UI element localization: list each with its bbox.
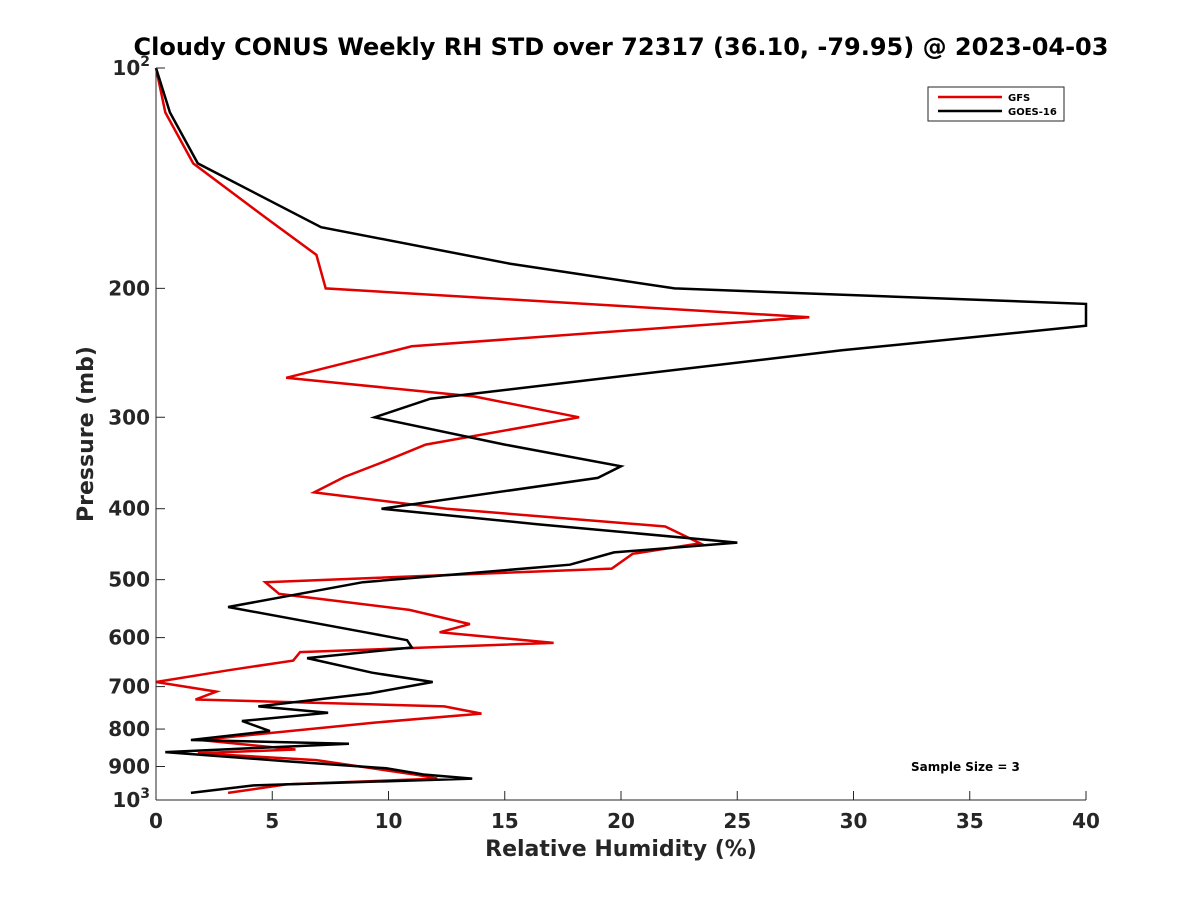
sample-size-annotation: Sample Size = 3	[911, 760, 1020, 774]
x-tick-label: 0	[149, 809, 163, 833]
y-tick-label: 103	[112, 786, 150, 812]
series-line-goes16	[154, 67, 1088, 795]
x-axis-ticks: 0 5 10 15 20 25 30 35 40	[149, 791, 1100, 833]
x-tick-label: 40	[1072, 809, 1100, 833]
y-tick-label: 500	[108, 568, 150, 592]
series-layer	[154, 67, 1088, 795]
x-axis-title: Relative Humidity (%)	[485, 837, 757, 862]
legend-label-goes16: GOES-16	[1008, 107, 1057, 118]
y-tick-label: 900	[108, 755, 150, 779]
y-tick-label: 800	[108, 717, 150, 741]
legend-label-gfs: GFS	[1008, 93, 1030, 104]
y-tick-label: 700	[108, 675, 150, 699]
x-tick-label: 20	[607, 809, 635, 833]
chart-title: Cloudy CONUS Weekly RH STD over 72317 (3…	[134, 33, 1109, 61]
x-tick-label: 5	[265, 809, 279, 833]
y-axis-title: Pressure (mb)	[74, 346, 99, 522]
legend: GFS GOES-16	[927, 86, 1065, 122]
y-tick-label: 200	[108, 276, 150, 300]
y-tick-label: 300	[108, 405, 150, 429]
x-tick-label: 15	[491, 809, 519, 833]
plot-area	[156, 68, 1086, 800]
x-tick-label: 25	[723, 809, 751, 833]
x-tick-label: 30	[840, 809, 868, 833]
x-tick-label: 10	[375, 809, 403, 833]
y-tick-label: 102	[112, 54, 150, 80]
y-axis-ticks: 200 300 400 500 600 700 800 900 102 103	[108, 54, 165, 812]
legend-box	[927, 86, 1065, 122]
x-tick-label: 35	[956, 809, 984, 833]
y-tick-label: 400	[108, 497, 150, 521]
y-tick-label: 600	[108, 626, 150, 650]
